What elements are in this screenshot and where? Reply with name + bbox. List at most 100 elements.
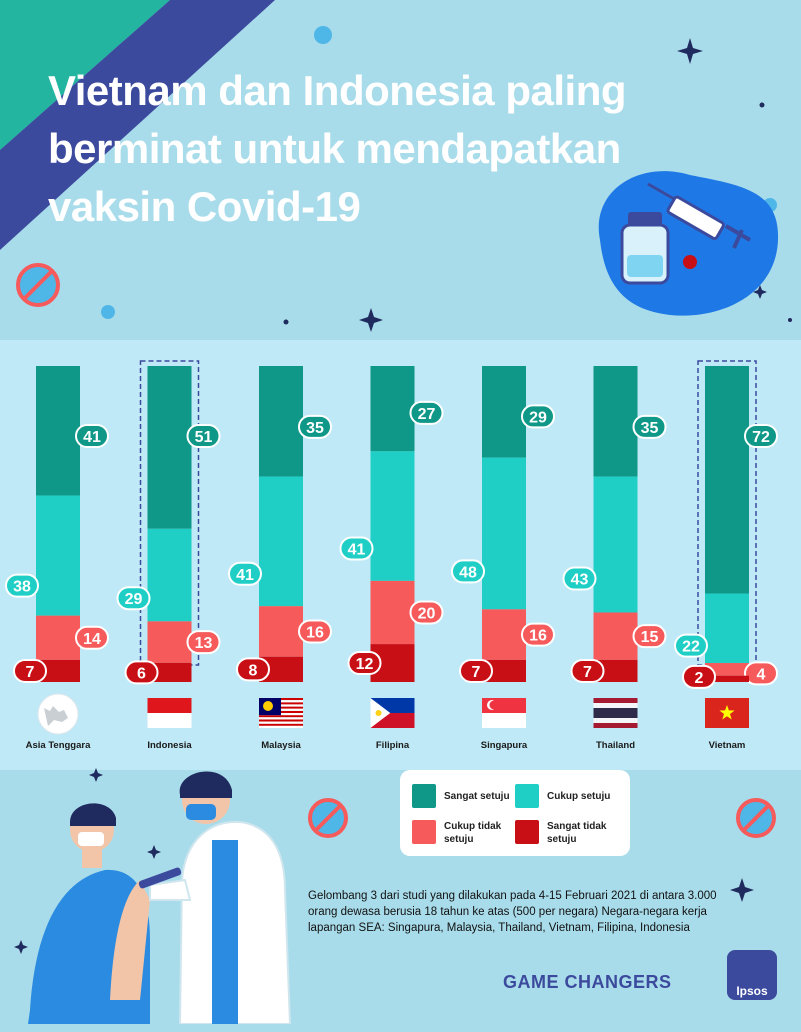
highlight-frame: [139, 360, 200, 666]
bar-cukup-setuju: [705, 593, 749, 664]
legend-label-sangat-tidak-setuju: Sangat tidak setuju: [547, 820, 606, 846]
bar-sangat-setuju: [36, 366, 80, 496]
bar-cukup-setuju: [147, 528, 192, 622]
legend-swatch-sangat-setuju: [412, 784, 436, 808]
value-label-pill: [75, 424, 109, 448]
value-label-pill: [632, 414, 667, 439]
category-label: Asia Tenggara: [26, 740, 91, 751]
value-label: 41: [348, 541, 366, 558]
value-label-pill: [298, 619, 332, 644]
value-label-pill: [124, 660, 159, 685]
category-label: Malaysia: [261, 740, 301, 751]
value-label: 27: [418, 406, 436, 423]
value-label-pill: [674, 633, 708, 658]
legend-swatch-sangat-tidak-setuju: [515, 820, 539, 844]
value-label-pill: [347, 651, 382, 676]
virus-icon: [16, 263, 776, 838]
value-label-pill: [570, 658, 605, 683]
value-label: 6: [137, 665, 146, 682]
value-label: 35: [641, 420, 659, 437]
bar-cukup-tidak-setuju: [370, 580, 415, 645]
value-label: 14: [83, 631, 101, 648]
value-label-pill: [75, 625, 109, 650]
value-label-pill: [298, 414, 332, 439]
value-label: 15: [641, 629, 659, 646]
legend-label-cukup-setuju: Cukup setuju: [547, 791, 611, 802]
category-label: Vietnam: [709, 740, 746, 751]
study-note: Gelombang 3 dari studi yang dilakukan pa…: [308, 890, 717, 934]
flag-indonesia: [147, 698, 192, 728]
bar-sangat-setuju: [259, 366, 303, 477]
bar-sangat-tidak-setuju: [705, 675, 749, 682]
value-label: 38: [13, 579, 31, 596]
brand-text: GAME CHANGERS: [503, 972, 672, 992]
value-label: 4: [757, 666, 766, 683]
value-label-pill: [13, 658, 47, 683]
flag-vietnam: [705, 698, 749, 728]
vaccine-vial-icon: [598, 171, 779, 316]
value-label: 41: [236, 567, 254, 584]
flag-malaysia: [259, 698, 303, 728]
category-label: Filipina: [376, 740, 410, 751]
bar-cukup-setuju: [482, 457, 526, 610]
page-title: Vietnam dan Indonesia paling berminat un…: [48, 67, 627, 230]
bar-cukup-setuju: [370, 451, 415, 581]
value-label-pill: [5, 573, 39, 598]
syringe-icon: [647, 182, 752, 249]
legend: Sangat setuju Cukup setuju Cukup tidak se…: [400, 770, 630, 856]
flag-asia-tenggara: [37, 693, 79, 735]
value-label-pill: [409, 400, 444, 425]
value-label-pill: [744, 424, 778, 448]
value-label: 7: [26, 664, 35, 681]
bar-sangat-setuju: [370, 366, 415, 452]
value-label: 48: [459, 564, 477, 581]
value-label-pill: [459, 658, 493, 683]
bar-sangat-tidak-setuju: [593, 659, 638, 682]
bar-sangat-setuju: [593, 366, 638, 477]
legend-label-line-2: setuju: [547, 834, 577, 845]
bar-cukup-tidak-setuju: [36, 615, 80, 660]
value-label-pill: [186, 424, 221, 448]
value-label: 16: [306, 624, 324, 641]
bar-cukup-setuju: [259, 476, 303, 607]
legend-label-line-2: setuju: [444, 834, 474, 845]
value-label: 20: [418, 605, 436, 622]
value-label: 7: [583, 664, 592, 681]
legend-label-line-1: Cukup tidak: [444, 821, 502, 832]
value-label: 8: [249, 662, 258, 679]
legend-swatch-cukup-setuju: [515, 784, 539, 808]
value-label-pill: [228, 561, 262, 586]
legend-label-line-1: Sangat tidak: [547, 821, 607, 832]
bar-cukup-tidak-setuju: [482, 609, 526, 660]
value-label-pill: [409, 600, 444, 625]
flag-filipina: [370, 698, 415, 728]
legend-swatch-cukup-tidak-setuju: [412, 820, 436, 844]
bar-cukup-tidak-setuju: [259, 606, 303, 657]
bar-cukup-setuju: [36, 495, 80, 616]
patient-illustration: [28, 803, 150, 1024]
value-label: 51: [195, 429, 213, 446]
value-label: 43: [571, 572, 589, 589]
value-label: 16: [529, 628, 547, 645]
value-label-pill: [562, 566, 597, 591]
bar-cukup-setuju: [593, 476, 638, 613]
value-label: 35: [306, 420, 324, 437]
value-label-pill: [521, 622, 555, 647]
value-label: 13: [195, 635, 213, 652]
bar-sangat-tidak-setuju: [147, 662, 192, 682]
ipsos-logo: Ipsos: [727, 950, 777, 1000]
value-label: 41: [83, 429, 101, 446]
value-label-pill: [682, 664, 716, 689]
value-label-pill: [236, 657, 270, 682]
bar-cukup-tidak-setuju: [593, 612, 638, 660]
value-label: 2: [695, 670, 704, 687]
value-label-pill: [451, 559, 485, 584]
value-label-pill: [116, 586, 151, 611]
value-label-pill: [339, 536, 374, 561]
value-label: 7: [472, 664, 481, 681]
value-label: 22: [682, 639, 700, 656]
value-label-pill: [186, 630, 221, 655]
flag-thailand: [593, 698, 638, 728]
